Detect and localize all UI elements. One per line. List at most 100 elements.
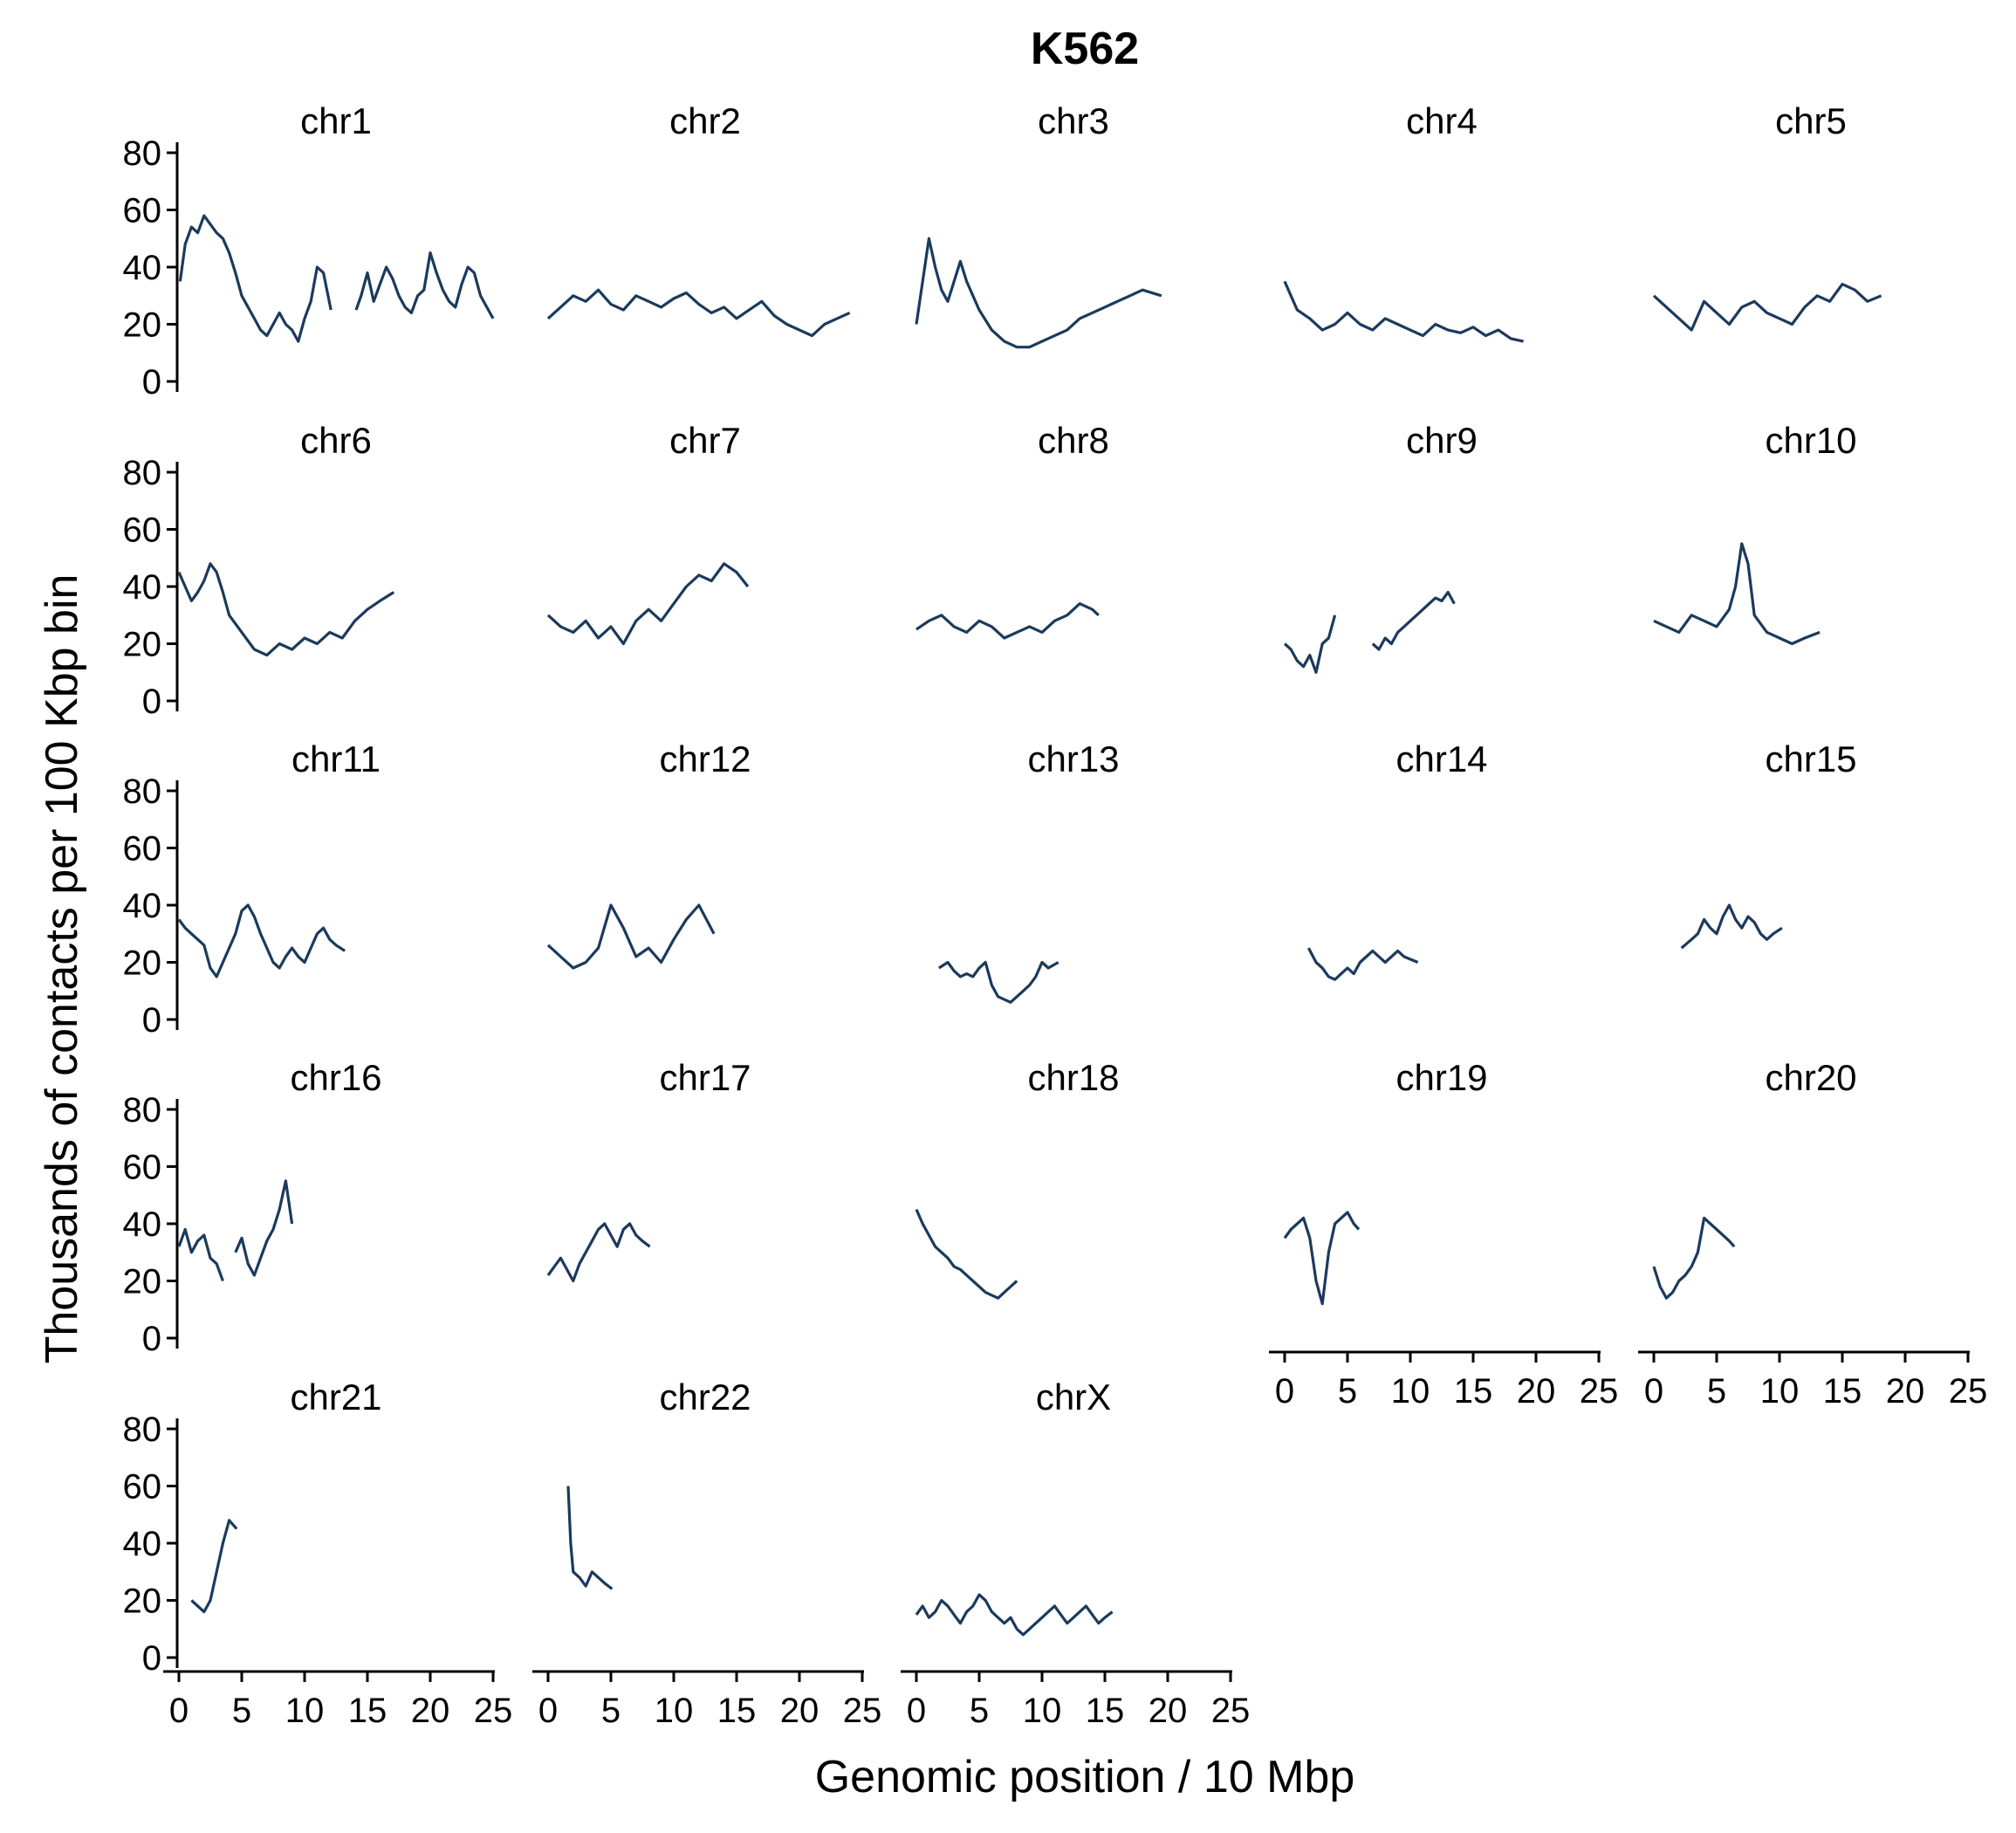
- x-tick-label: 15: [348, 1692, 387, 1730]
- y-tick-label: 0: [142, 1320, 161, 1358]
- panel-chr21: chr21 0 20 40 60 80 0 5 10 15 20 25: [123, 1376, 513, 1730]
- y-tick-label: 40: [123, 1205, 162, 1244]
- y-tick-label: 40: [123, 1525, 162, 1563]
- series-line: [566, 1486, 614, 1590]
- panel-chr2: chr2: [546, 100, 851, 338]
- y-tick-label: 60: [123, 830, 162, 868]
- series-line: [1680, 903, 1783, 950]
- x-tick-label: 10: [1760, 1372, 1800, 1411]
- x-tick-label: 10: [1391, 1372, 1430, 1411]
- x-tick-label: 0: [169, 1692, 189, 1730]
- series-line: [1283, 614, 1337, 674]
- x-tick-label: 5: [232, 1692, 251, 1730]
- y-tick-label: 0: [142, 683, 161, 721]
- panel-chr11: chr11 0 20 40 60 80: [123, 738, 381, 1040]
- panel-title: chr21: [290, 1376, 381, 1418]
- x-tick-label: 15: [1086, 1692, 1125, 1730]
- x-tick-label: 25: [1580, 1372, 1619, 1411]
- x-tick-label: 15: [717, 1692, 757, 1730]
- series-line: [1653, 542, 1821, 646]
- series-line: [1283, 1211, 1361, 1306]
- series-line: [915, 601, 1100, 640]
- series-line: [177, 903, 346, 978]
- y-tick-label: 80: [123, 772, 162, 811]
- x-tick-label: 0: [1275, 1372, 1294, 1411]
- y-tick-label: 60: [123, 1468, 162, 1507]
- panel-title: chr20: [1765, 1057, 1856, 1098]
- y-axis-label: Thousands of contacts per 100 Kbp bin: [37, 574, 87, 1364]
- series-line: [546, 562, 750, 646]
- panel-title: chr12: [659, 738, 751, 779]
- panel-title: chr2: [669, 100, 741, 141]
- panel-title: chr13: [1027, 738, 1119, 779]
- panel-chr5: chr5: [1652, 100, 1882, 332]
- x-tick-label: 20: [1886, 1372, 1925, 1411]
- series-line: [1283, 280, 1524, 343]
- x-tick-label: 25: [474, 1692, 513, 1730]
- series-line: [915, 1593, 1114, 1637]
- panel-chr3: chr3: [915, 100, 1162, 349]
- panel-chr6: chr6 0 20 40 60 80: [123, 420, 395, 721]
- panel-title: chr9: [1406, 420, 1478, 461]
- x-tick-label: 10: [1023, 1692, 1062, 1730]
- panel-chr12: chr12: [546, 738, 751, 970]
- series-line: [234, 1179, 294, 1277]
- y-tick-label: 80: [123, 454, 162, 492]
- y-tick-label: 0: [142, 363, 161, 402]
- panel-title: chrX: [1036, 1376, 1111, 1418]
- x-tick-label: 20: [780, 1692, 819, 1730]
- series-line: [915, 1208, 1018, 1300]
- panel-title: chr4: [1406, 100, 1478, 141]
- series-line: [546, 1222, 651, 1283]
- x-tick-label: 10: [285, 1692, 325, 1730]
- panel-title: chr17: [659, 1057, 751, 1098]
- panel-chr17: chr17: [546, 1057, 751, 1283]
- panel-chrX: chrX 0 5 10 15 20 25: [901, 1376, 1250, 1730]
- y-tick-label: 40: [123, 887, 162, 925]
- panel-chr1: chr1 0 20 40 60 80: [123, 100, 495, 402]
- panel-chr18: chr18: [915, 1057, 1120, 1300]
- panel-chr13: chr13: [938, 738, 1120, 1004]
- series-line: [354, 251, 495, 319]
- x-tick-label: 20: [411, 1692, 450, 1730]
- x-tick-label: 0: [538, 1692, 558, 1730]
- y-tick-label: 0: [142, 1001, 161, 1040]
- x-tick-label: 15: [1454, 1372, 1493, 1411]
- panel-chr14: chr14: [1306, 738, 1488, 981]
- series-line: [1306, 947, 1419, 981]
- panel-chr16: chr16 0 20 40 60 80: [123, 1057, 382, 1358]
- panel-title: chr7: [669, 420, 741, 461]
- y-tick-label: 60: [123, 1149, 162, 1187]
- x-tick-label: 20: [1517, 1372, 1556, 1411]
- panel-title: chr18: [1027, 1057, 1119, 1098]
- x-tick-label: 15: [1823, 1372, 1862, 1411]
- x-axis-label: Genomic position / 10 Mbp: [815, 1752, 1355, 1802]
- panel-chr10: chr10: [1653, 420, 1857, 646]
- y-tick-label: 20: [123, 626, 162, 664]
- panel-chr7: chr7: [546, 420, 750, 646]
- series-line: [915, 237, 1162, 349]
- series-line: [178, 214, 333, 343]
- panel-title: chr14: [1395, 738, 1487, 779]
- panel-chr9: chr9: [1283, 420, 1478, 674]
- panel-chr22: chr22 0 5 10 15 20 25: [532, 1376, 881, 1730]
- panel-chr8: chr8: [915, 420, 1109, 640]
- y-tick-label: 20: [123, 1582, 162, 1621]
- x-tick-label: 0: [907, 1692, 926, 1730]
- series-line: [177, 1227, 224, 1282]
- series-line: [1652, 1216, 1736, 1300]
- y-tick-label: 80: [123, 1411, 162, 1449]
- series-line: [1371, 590, 1456, 651]
- x-tick-label: 25: [1211, 1692, 1251, 1730]
- y-tick-label: 40: [123, 568, 162, 607]
- y-tick-label: 60: [123, 192, 162, 230]
- series-line: [190, 1519, 238, 1614]
- panel-title: chr22: [659, 1376, 751, 1418]
- panel-chr20: chr20 0 5 10 15 20 25: [1638, 1057, 1987, 1411]
- x-tick-label: 5: [1338, 1372, 1357, 1411]
- x-tick-label: 0: [1644, 1372, 1663, 1411]
- panel-chr15: chr15: [1680, 738, 1857, 950]
- panel-title: chr19: [1395, 1057, 1487, 1098]
- y-tick-label: 80: [123, 1091, 162, 1129]
